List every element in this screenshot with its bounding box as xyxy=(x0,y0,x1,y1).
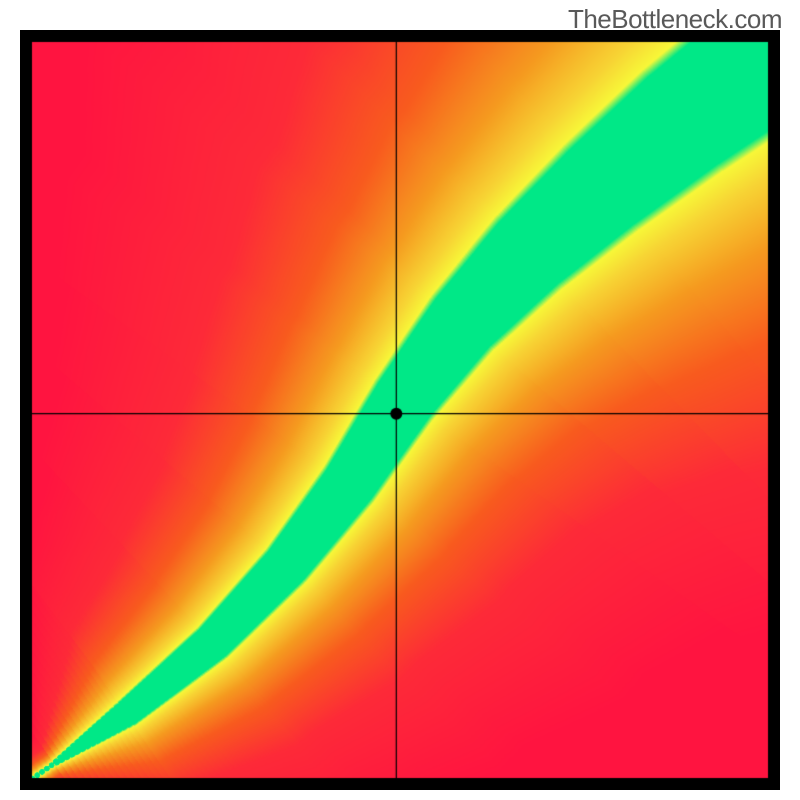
chart-container: TheBottleneck.com xyxy=(0,0,800,800)
heatmap-canvas xyxy=(20,30,780,790)
heatmap-frame xyxy=(20,30,780,790)
watermark-label: TheBottleneck.com xyxy=(568,4,782,35)
